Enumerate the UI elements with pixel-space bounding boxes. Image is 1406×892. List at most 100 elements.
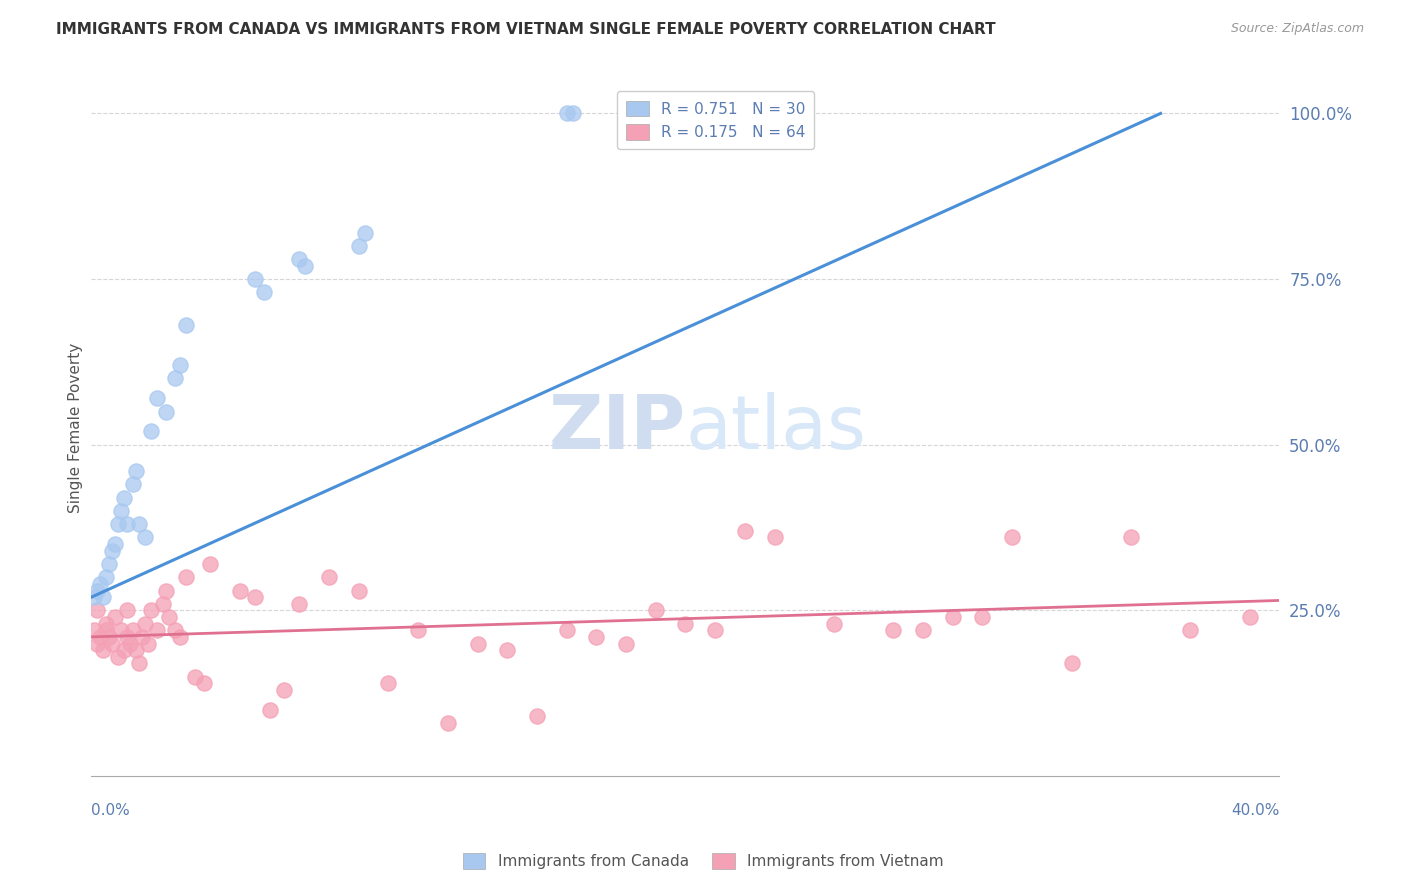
Point (152, 597, 174, 611)
Point (253, 285, 276, 300)
Point (496, 643, 519, 657)
Text: 40.0%: 40.0% (1232, 803, 1279, 818)
Point (125, 464, 148, 478)
Point (122, 477, 145, 491)
Point (115, 517, 138, 532)
Point (294, 259, 316, 273)
Point (125, 643, 148, 657)
Point (1119, 531, 1142, 545)
Point (229, 583, 252, 598)
Point (467, 636, 489, 650)
Text: 0.0%: 0.0% (91, 803, 131, 818)
Point (882, 624, 904, 638)
Point (1060, 657, 1083, 671)
Point (91, 643, 114, 657)
Point (128, 517, 150, 532)
Point (139, 603, 162, 617)
Point (89, 630, 111, 644)
Point (112, 491, 135, 505)
Point (176, 318, 198, 333)
Point (112, 643, 135, 657)
Text: IMMIGRANTS FROM CANADA VS IMMIGRANTS FROM VIETNAM SINGLE FEMALE POVERTY CORRELAT: IMMIGRANTS FROM CANADA VS IMMIGRANTS FRO… (56, 22, 995, 37)
Point (98, 630, 121, 644)
Point (318, 570, 340, 584)
Text: Source: ZipAtlas.com: Source: ZipAtlas.com (1230, 22, 1364, 36)
Point (406, 624, 429, 638)
Point (169, 630, 191, 644)
Point (176, 570, 198, 584)
Point (86, 603, 108, 617)
Point (273, 682, 295, 697)
Point (704, 624, 727, 638)
Y-axis label: Single Female Poverty: Single Female Poverty (67, 343, 83, 513)
Point (83, 590, 105, 604)
Point (136, 636, 159, 650)
Point (184, 670, 207, 684)
Point (163, 624, 186, 638)
Point (118, 636, 141, 650)
Point (96, 624, 118, 638)
Point (104, 537, 127, 551)
Point (139, 425, 162, 439)
Point (163, 371, 186, 385)
Legend: R = 0.751   N = 30, R = 0.175   N = 64: R = 0.751 N = 30, R = 0.175 N = 64 (617, 91, 814, 149)
Point (259, 703, 281, 717)
Point (377, 676, 399, 690)
Point (288, 597, 311, 611)
Point (823, 616, 845, 631)
Point (614, 636, 637, 650)
Point (104, 610, 127, 624)
Point (585, 630, 607, 644)
Point (193, 676, 215, 690)
Point (145, 392, 167, 406)
Point (347, 239, 370, 253)
Point (96, 570, 118, 584)
Point (86, 636, 108, 650)
Point (101, 543, 124, 558)
Text: ZIP: ZIP (548, 392, 685, 465)
Point (145, 624, 167, 638)
Point (110, 504, 132, 518)
Point (134, 616, 156, 631)
Point (911, 624, 934, 638)
Point (169, 358, 191, 372)
Point (86, 583, 108, 598)
Point (128, 657, 150, 671)
Point (972, 610, 994, 624)
Point (107, 649, 129, 664)
Point (526, 709, 548, 723)
Point (155, 583, 177, 598)
Point (353, 226, 375, 240)
Point (288, 252, 311, 267)
Point (243, 590, 266, 604)
Point (115, 603, 138, 617)
Point (436, 716, 458, 731)
Point (134, 531, 156, 545)
Point (1001, 531, 1024, 545)
Point (561, 106, 583, 120)
Point (83, 624, 105, 638)
Point (555, 106, 578, 120)
Point (555, 624, 578, 638)
Point (1239, 610, 1261, 624)
Point (110, 624, 132, 638)
Point (122, 624, 145, 638)
Point (96, 616, 118, 631)
Legend: Immigrants from Canada, Immigrants from Vietnam: Immigrants from Canada, Immigrants from … (457, 847, 949, 875)
Point (200, 557, 222, 571)
Point (243, 272, 266, 286)
Point (91, 590, 114, 604)
Point (101, 636, 124, 650)
Point (673, 616, 696, 631)
Point (98, 557, 121, 571)
Point (155, 404, 177, 418)
Point (131, 630, 153, 644)
Point (734, 524, 756, 538)
Point (157, 610, 180, 624)
Point (1180, 624, 1202, 638)
Point (89, 577, 111, 591)
Point (942, 610, 965, 624)
Point (347, 583, 370, 598)
Point (644, 603, 666, 617)
Text: atlas: atlas (685, 392, 866, 465)
